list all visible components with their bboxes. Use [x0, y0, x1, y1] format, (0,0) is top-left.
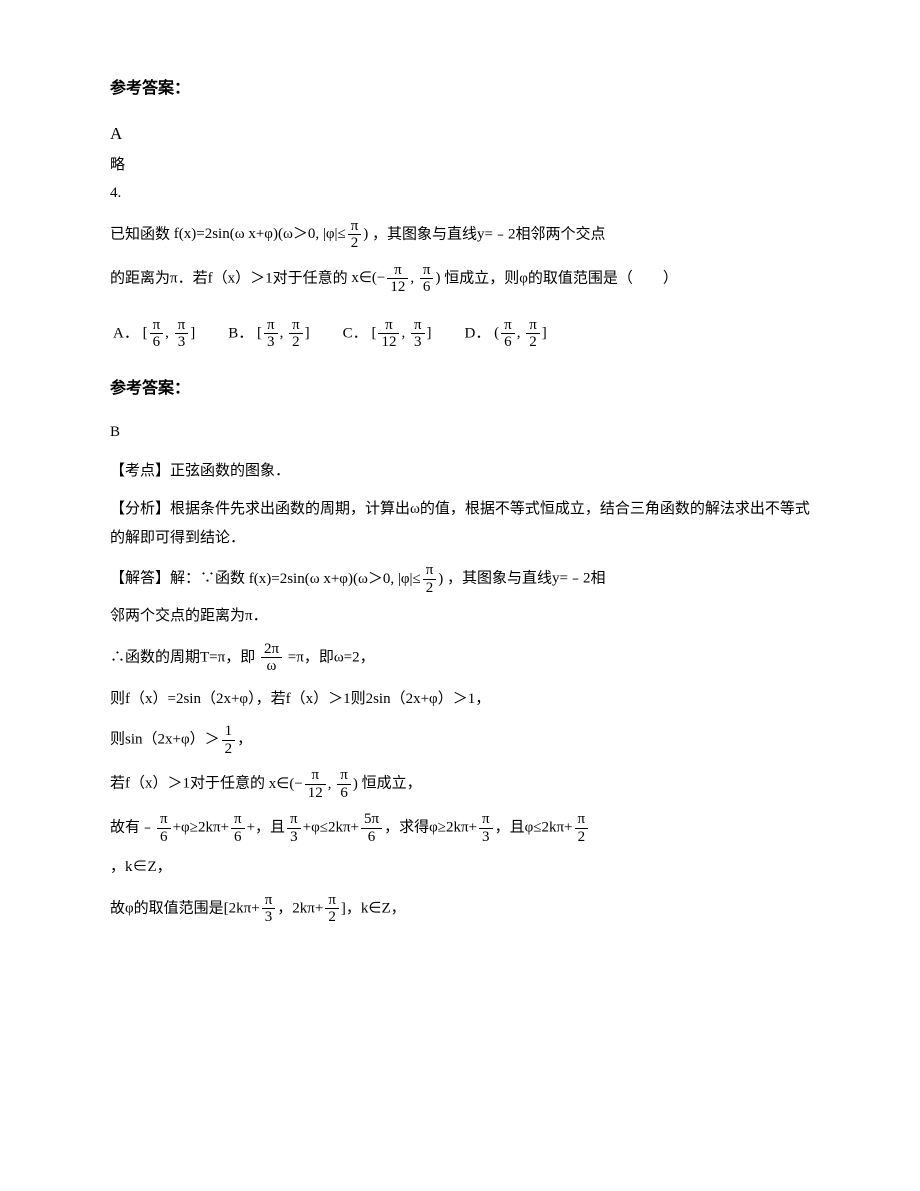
- frac-pi-2: π2: [346, 218, 364, 252]
- jieda-func-a: f(x)=2sin(ω x+φ)(ω＞0, |φ|≤: [249, 571, 421, 587]
- sin-a: 则sin（2x+φ）＞: [110, 732, 220, 748]
- gy-a: 故有﹣: [110, 820, 155, 836]
- interval-open: x∈(−: [351, 270, 385, 286]
- option-c: C． [π12, π3]: [342, 316, 462, 352]
- omit-text: 略: [110, 151, 820, 180]
- frac-pi-6: π6: [418, 262, 436, 296]
- fenxi: 【分析】根据条件先求出函数的周期，计算出ω的值，根据不等式恒成立，结合三角函数的…: [110, 495, 820, 552]
- gy-b: +φ≥2kπ+: [173, 820, 229, 836]
- opt-b-label: B．: [228, 325, 253, 341]
- interval-close: ): [435, 270, 440, 286]
- answer-heading-2: 参考答案：: [110, 374, 820, 404]
- q4-interval: x∈(−π12, π6): [351, 270, 444, 286]
- period-b: =π，即ω=2，: [288, 649, 375, 665]
- q4-func: f(x)=2sin(ω x+φ)(ω＞0, |φ|≤π2): [174, 226, 372, 242]
- jieda-func-b: ): [438, 571, 443, 587]
- answer-heading: 参考答案：: [110, 74, 820, 104]
- last-b: ，2kπ+: [277, 900, 323, 916]
- q4-l2a: 的距离为π．若f（x）＞1对于任意的: [110, 270, 348, 286]
- jieda-line2: 邻两个交点的距离为π．: [110, 602, 820, 631]
- fx-line: 则f（x）=2sin（2x+φ），若f（x）＞1则2sin（2x+φ）＞1，: [110, 685, 820, 714]
- period-line: ∴函数的周期T=π，即 2πω =π，即ω=2，: [110, 641, 820, 675]
- jieda-tail1: ，其图象与直线y=﹣2相: [447, 571, 605, 587]
- guyou-line: 故有﹣π6+φ≥2kπ+π6+，且π3+φ≤2kπ+5π6，求得φ≥2kπ+π3…: [110, 811, 820, 845]
- opt-a-label: A．: [113, 325, 139, 341]
- opt-d-label: D．: [465, 325, 491, 341]
- sin-line: 则sin（2x+φ）＞12，: [110, 723, 820, 757]
- interval-comma: ,: [410, 270, 418, 286]
- option-b: B． [π3, π2]: [227, 316, 339, 352]
- q4-line1: 已知函数 f(x)=2sin(ω x+φ)(ω＞0, |φ|≤π2) ，其图象与…: [110, 218, 820, 252]
- frac-pi-12: π12: [385, 262, 410, 296]
- options-row: A． [π6, π3] B． [π3, π2] C． [π12, π3] D． …: [110, 314, 579, 354]
- question-number: 4.: [110, 179, 820, 208]
- last-a: 故φ的取值范围是[2kπ+: [110, 900, 260, 916]
- q4-line2: 的距离为π．若f（x）＞1对于任意的 x∈(−π12, π6) 恒成立，则φ的取…: [110, 262, 820, 296]
- q4-l2b: 恒成立，则φ的取值范围是（ ）: [444, 270, 678, 286]
- frac-2pi-omega: 2πω: [259, 641, 284, 675]
- opt-c-label: C．: [343, 325, 368, 341]
- q4-prefix: 已知函数: [110, 226, 170, 242]
- q4-func-a: f(x)=2sin(ω x+φ)(ω＞0, |φ|≤: [174, 226, 346, 242]
- q4-func-b: ): [363, 226, 368, 242]
- gy-c: +，且: [247, 820, 285, 836]
- ruo-interval: x∈(−π12, π6): [269, 776, 362, 792]
- last-line: 故φ的取值范围是[2kπ+π3，2kπ+π2]，k∈Z，: [110, 892, 820, 926]
- option-d: D． (π6, π2]: [464, 316, 577, 352]
- kaodian: 【考点】正弦函数的图象．: [110, 457, 820, 486]
- gy-f: ，且φ≤2kπ+: [495, 820, 573, 836]
- frac-1-2: 12: [220, 723, 238, 757]
- answer-text-a: A: [110, 118, 820, 150]
- q4-suffix1: ，其图象与直线y=﹣2相邻两个交点: [372, 226, 605, 242]
- ruo-b: 恒成立，: [362, 776, 422, 792]
- option-a: A． [π6, π3]: [112, 316, 225, 352]
- period-a: ∴函数的周期T=π，即: [110, 649, 255, 665]
- gy-e: ，求得φ≥2kπ+: [384, 820, 477, 836]
- sin-b: ，: [237, 732, 252, 748]
- jieda-line1: 【解答】解：∵函数 f(x)=2sin(ω x+φ)(ω＞0, |φ|≤π2) …: [110, 562, 820, 596]
- gy-d: +φ≤2kπ+: [303, 820, 359, 836]
- last-c: ]，k∈Z，: [341, 900, 406, 916]
- ruo-line: 若f（x）＞1对于任意的 x∈(−π12, π6) 恒成立，: [110, 767, 820, 801]
- answer-b: B: [110, 418, 820, 447]
- jieda-label: 【解答】解：∵函数: [110, 571, 245, 587]
- ruo-a: 若f（x）＞1对于任意的: [110, 776, 265, 792]
- jieda-func: f(x)=2sin(ω x+φ)(ω＞0, |φ|≤π2): [249, 571, 447, 587]
- kz-line: ，k∈Z，: [110, 853, 820, 882]
